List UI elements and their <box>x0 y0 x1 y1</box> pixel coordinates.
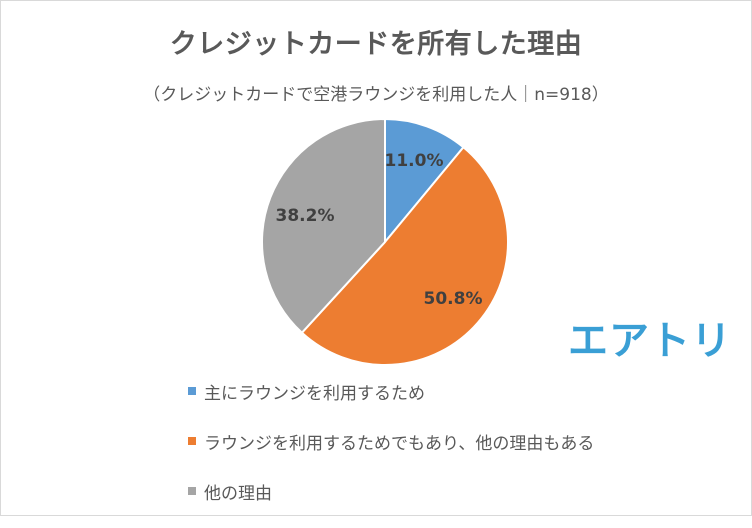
data-label-3: 38.2% <box>276 206 335 226</box>
pie-slice-2 <box>300 145 509 367</box>
pie-slice-1 <box>384 117 465 245</box>
legend-label: 主にラウンジを利用するため <box>204 383 425 404</box>
legend-swatch <box>188 487 196 495</box>
legend-item-1: 主にラウンジを利用するため <box>188 378 594 404</box>
legend-item-2: ラウンジを利用するためでもあり、他の理由もある <box>188 428 594 454</box>
chart-title: クレジットカードを所有した理由 <box>169 29 583 60</box>
chart-legend: 主にラウンジを利用するためラウンジを利用するためでもあり、他の理由もある 他の理由 <box>188 378 594 528</box>
data-label-1: 11.0% <box>385 151 444 171</box>
airtrip-logo: エアトリ <box>568 318 732 364</box>
pie-chart: 11.0% 50.8% 38.2% <box>261 117 509 367</box>
data-label-2: 50.8% <box>424 289 483 309</box>
legend-label: 他の理由 <box>204 483 272 504</box>
legend-swatch <box>188 437 196 445</box>
legend-label: ラウンジを利用するためでもあり、他の理由もある <box>204 433 595 454</box>
chart-subtitle: （クレジットカードで空港ラウンジを利用した人｜n=918） <box>143 85 609 105</box>
pie-slice-3 <box>261 117 386 335</box>
legend-item-3: 他の理由 <box>188 478 594 504</box>
legend-swatch <box>188 387 196 395</box>
